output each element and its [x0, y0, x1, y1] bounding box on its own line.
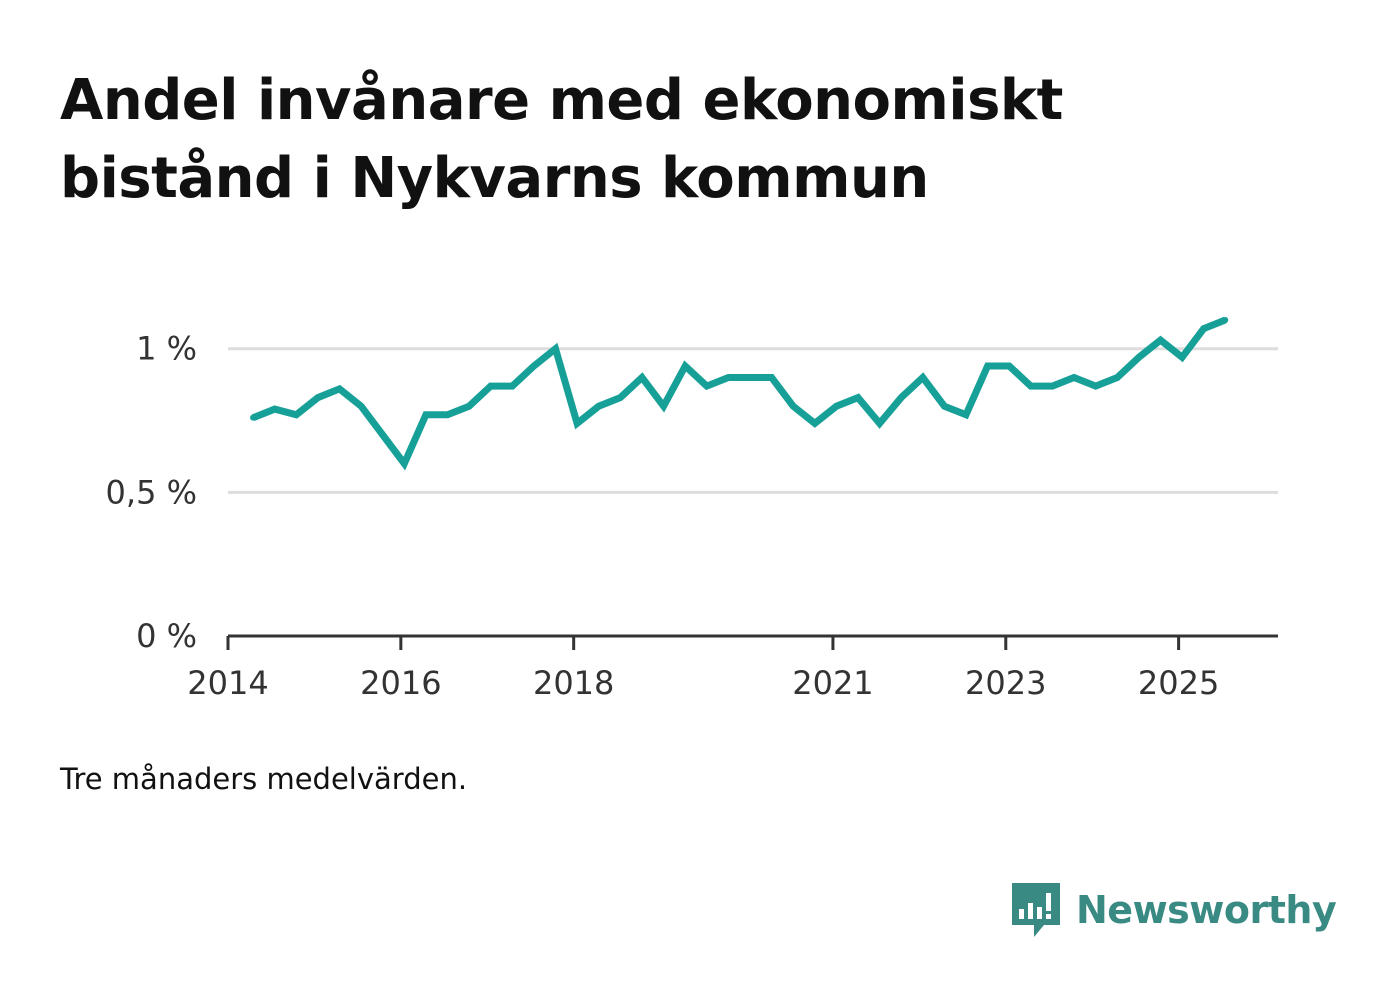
data-point: [552, 345, 559, 352]
data-point: [833, 403, 840, 410]
data-point: [1049, 383, 1056, 390]
x-tick-label: 2025: [1138, 664, 1219, 702]
data-point: [1071, 374, 1078, 381]
x-tick-label: 2016: [360, 664, 441, 702]
data-point: [314, 394, 321, 401]
data-point: [1135, 354, 1142, 361]
gridlines: [228, 347, 1278, 494]
data-point: [898, 394, 905, 401]
series-layer: [250, 316, 1229, 471]
data-point: [422, 411, 429, 418]
x-axis-ticks: 2014 2016 2018 2021 2023 2025: [187, 636, 1219, 702]
data-point: [1006, 362, 1013, 369]
y-tick-label: 1 %: [136, 330, 197, 368]
data-point: [509, 383, 516, 390]
brand-logo: Newsworthy: [1010, 878, 1337, 942]
data-point: [1027, 383, 1034, 390]
data-point: [682, 362, 689, 369]
data-point: [746, 374, 753, 381]
data-point: [876, 420, 883, 427]
data-point: [336, 385, 343, 392]
data-point: [293, 411, 300, 418]
series-line-0: [251, 316, 1227, 471]
chart-title: Andel invånare med ekonomiskt bistånd i …: [60, 68, 1063, 211]
data-point: [617, 394, 624, 401]
data-point: [941, 403, 948, 410]
chart-note: Tre månaders medelvärden.: [60, 762, 468, 796]
data-point: [768, 374, 775, 381]
data-point: [984, 362, 991, 369]
data-point: [444, 411, 451, 418]
data-point: [790, 403, 797, 410]
data-point: [919, 374, 926, 381]
data-point: [487, 383, 494, 390]
data-point: [1092, 383, 1099, 390]
data-point: [811, 420, 818, 427]
x-tick-label: 2021: [792, 664, 873, 702]
data-point: [1114, 374, 1121, 381]
data-point: [595, 403, 602, 410]
data-point: [271, 406, 278, 413]
data-point: [250, 414, 257, 421]
x-tick-label: 2023: [965, 664, 1046, 702]
y-tick-label: 0,5 %: [106, 473, 197, 511]
data-point: [1222, 317, 1229, 323]
data-point: [963, 411, 970, 418]
data-point: [466, 403, 473, 410]
data-point: [638, 374, 645, 381]
data-point: [660, 403, 667, 410]
data-point: [855, 394, 861, 401]
y-axis-labels: 0 % 0,5 % 1 %: [106, 330, 197, 655]
data-point: [401, 460, 408, 467]
data-point: [1157, 337, 1164, 344]
newsworthy-logo-icon: [1012, 883, 1060, 937]
x-tick-label: 2018: [533, 664, 614, 702]
brand-name: Newsworthy: [1076, 888, 1337, 932]
data-point: [1179, 354, 1186, 361]
y-tick-label: 0 %: [136, 617, 197, 655]
data-point: [703, 383, 710, 390]
data-point: [725, 374, 732, 381]
data-point: [574, 420, 581, 427]
data-point: [379, 431, 386, 438]
data-point: [358, 403, 365, 410]
data-point: [1200, 325, 1207, 332]
data-point: [530, 362, 537, 369]
x-tick-label: 2014: [187, 664, 268, 702]
